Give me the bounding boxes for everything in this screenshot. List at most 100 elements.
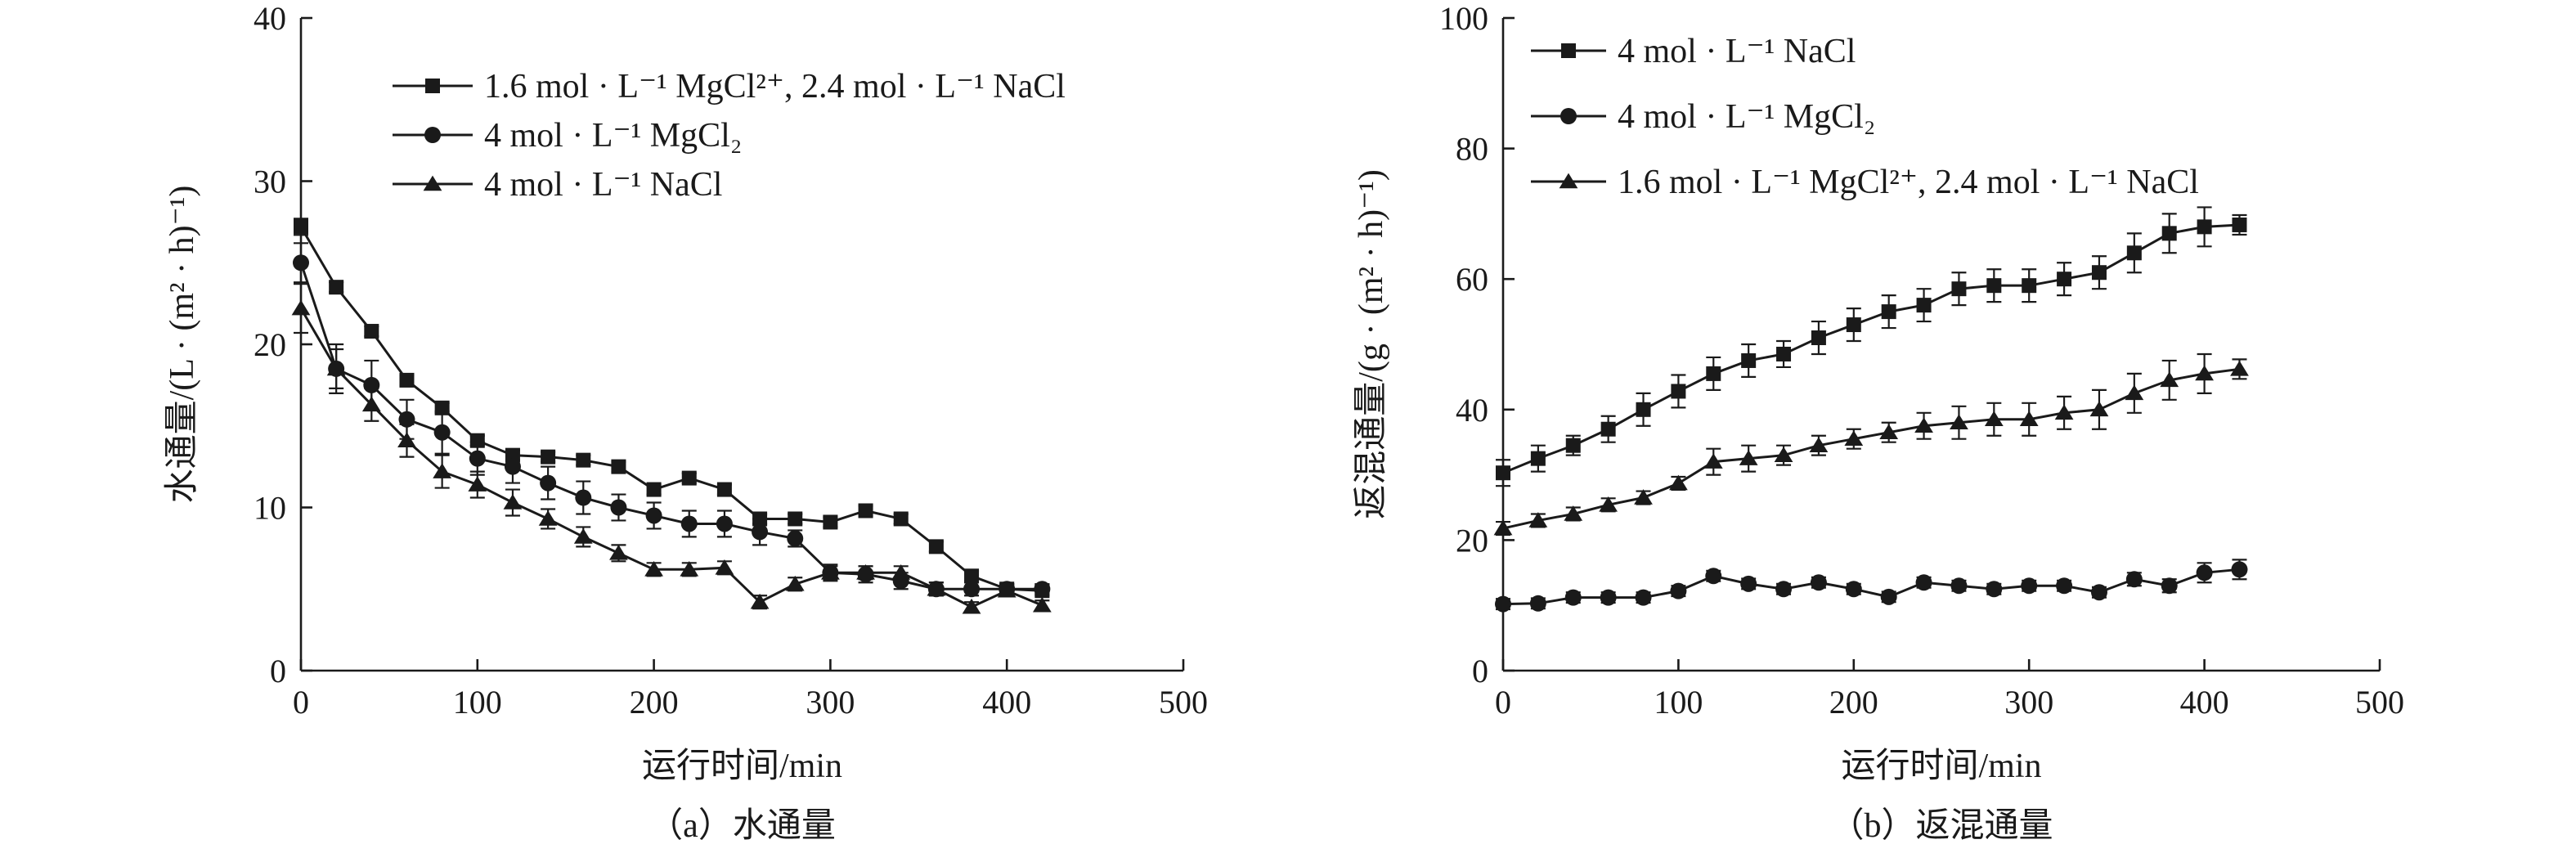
- y-tick-label: 100: [1439, 0, 1488, 37]
- data-point: [575, 489, 592, 506]
- data-point: [2057, 272, 2072, 287]
- data-point: [609, 545, 628, 560]
- data-point: [1564, 505, 1583, 521]
- data-point: [752, 523, 769, 541]
- data-point: [291, 299, 311, 316]
- data-point: [364, 324, 379, 339]
- x-axis-label: 运行时间/min: [642, 747, 842, 785]
- x-tick-label: 400: [982, 684, 1031, 721]
- legend-label: 1.6 mol · L⁻¹ MgCl²⁺, 2.4 mol · L⁻¹ NaCl: [484, 68, 1066, 106]
- data-point: [2125, 384, 2144, 401]
- data-point: [1530, 451, 1546, 466]
- y-tick-label: 40: [1456, 392, 1488, 429]
- data-point: [823, 514, 838, 530]
- data-point: [469, 433, 485, 448]
- data-point: [858, 503, 873, 519]
- data-point: [540, 474, 557, 492]
- data-point: [1495, 595, 1511, 613]
- data-point: [856, 563, 875, 580]
- legend-marker: [424, 127, 441, 143]
- data-point: [1669, 474, 1688, 491]
- data-point: [503, 494, 523, 510]
- data-point: [962, 598, 981, 614]
- data-point: [1705, 568, 1722, 585]
- data-point: [1671, 384, 1686, 399]
- data-point: [538, 510, 558, 526]
- data-point: [2019, 411, 2039, 427]
- data-point: [2126, 245, 2142, 261]
- y-tick-label: 0: [270, 653, 286, 689]
- data-point: [1811, 330, 1826, 346]
- data-point: [1951, 281, 1967, 297]
- data-point: [468, 476, 487, 492]
- data-point: [716, 482, 732, 497]
- data-point: [2161, 226, 2177, 241]
- data-point: [1916, 298, 1932, 313]
- data-point: [2091, 265, 2107, 281]
- data-point: [576, 452, 591, 468]
- legend-label: 4 mol · L⁻¹ MgCl₂: [1618, 98, 1875, 136]
- data-point: [1776, 346, 1792, 361]
- data-point: [787, 530, 804, 547]
- series-circle: [1495, 559, 2248, 613]
- data-point: [891, 563, 911, 580]
- data-point: [1950, 577, 1968, 595]
- data-point: [1810, 574, 1827, 591]
- x-tick-label: 500: [1159, 684, 1208, 721]
- data-point: [680, 515, 698, 532]
- y-tick-label: 0: [1472, 653, 1488, 689]
- data-point: [541, 449, 556, 465]
- data-point: [2196, 564, 2213, 581]
- data-point: [469, 450, 486, 467]
- data-point: [1986, 581, 2003, 598]
- data-point: [785, 575, 805, 591]
- data-point: [2160, 371, 2179, 388]
- data-point: [1635, 589, 1652, 606]
- legend-label: 4 mol · L⁻¹ NaCl: [1618, 33, 1856, 70]
- data-point: [1741, 352, 1757, 368]
- series-square: [1496, 206, 2247, 487]
- legend-entry: 4 mol · L⁻¹ NaCl: [1531, 33, 1856, 70]
- data-point: [2090, 584, 2107, 601]
- series-triangle: [291, 283, 1052, 614]
- data-point: [1599, 496, 1618, 512]
- data-point: [1881, 304, 1896, 320]
- data-point: [1775, 581, 1793, 598]
- data-point: [1600, 589, 1617, 606]
- series-line: [1502, 223, 2240, 474]
- data-point: [433, 463, 452, 478]
- data-point: [715, 559, 734, 575]
- x-tick-label: 400: [2180, 684, 2229, 721]
- chart-backmix-flux: 0 100 200 300 400 500 0 20 40 60 80 100 运行时间/min （b）返…: [1353, 0, 2404, 845]
- data-point: [1846, 317, 1861, 333]
- data-point: [680, 560, 699, 577]
- legend-marker: [1559, 173, 1578, 189]
- y-axis-label: 返混通量/(g · (m² · h)⁻¹): [1353, 169, 1390, 519]
- data-point: [397, 432, 416, 447]
- legend-entry: 4 mol · L⁻¹ MgCl₂: [1531, 98, 1875, 136]
- data-point: [1844, 430, 1864, 446]
- x-tick-label: 300: [2004, 684, 2053, 721]
- data-point: [646, 482, 662, 497]
- data-point: [326, 360, 346, 376]
- data-point: [1984, 411, 2004, 427]
- data-point: [329, 280, 344, 295]
- data-point: [1740, 575, 1757, 592]
- data-point: [2195, 365, 2214, 381]
- y-tick-label: 20: [1456, 522, 1488, 559]
- data-point: [750, 593, 770, 609]
- data-point: [1880, 588, 1897, 605]
- x-tick-label: 200: [1829, 684, 1878, 721]
- data-point: [2089, 401, 2109, 417]
- data-point: [1565, 438, 1581, 453]
- data-point: [893, 511, 909, 527]
- data-point: [2056, 577, 2073, 595]
- data-point: [294, 219, 308, 235]
- y-tick-label: 40: [254, 0, 286, 37]
- data-point: [399, 372, 415, 388]
- data-point: [928, 539, 944, 554]
- legend-marker: [1560, 108, 1577, 124]
- x-tick-label: 500: [2355, 684, 2404, 721]
- series-line: [299, 262, 1043, 590]
